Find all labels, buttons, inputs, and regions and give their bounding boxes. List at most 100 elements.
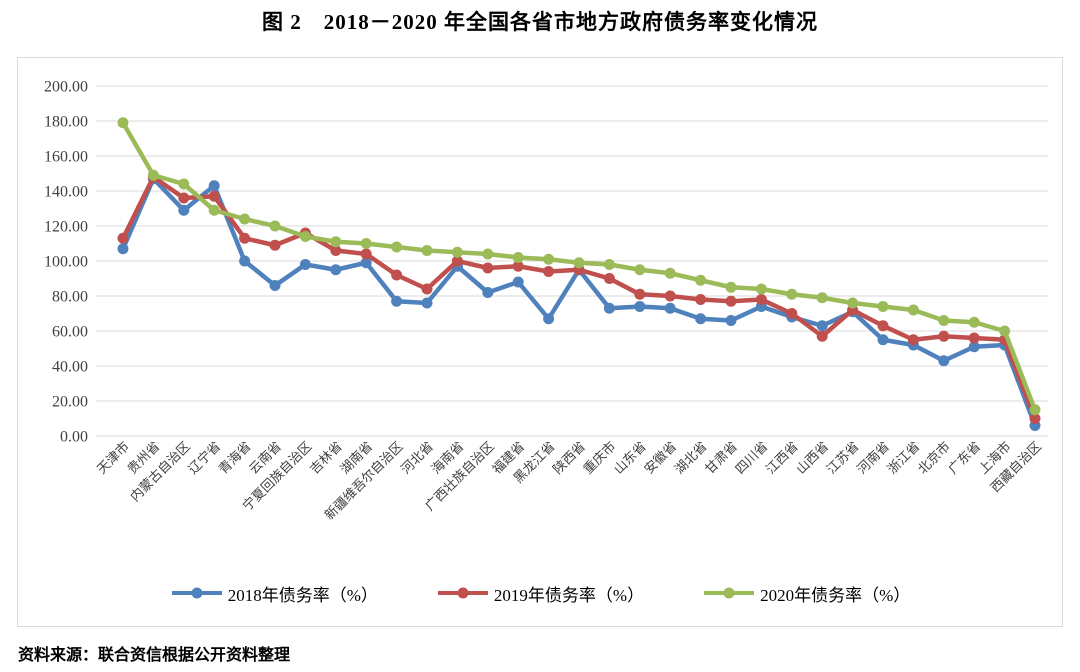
data-point-marker (907, 334, 919, 346)
data-point-marker (847, 297, 859, 309)
y-tick-label: 60.00 (52, 324, 88, 341)
y-tick-label: 80.00 (52, 289, 88, 306)
data-point-marker (786, 288, 798, 300)
data-point-marker (208, 180, 220, 192)
x-category-label: 四川省 (732, 439, 770, 477)
data-point-marker (239, 213, 251, 225)
legend-marker-2018-icon (171, 587, 222, 599)
data-point-marker (664, 290, 676, 302)
y-tick-label: 0.00 (60, 429, 88, 446)
x-category-label: 重庆市 (580, 439, 618, 477)
data-point-marker (999, 325, 1011, 337)
data-point-marker (664, 302, 676, 314)
data-point-marker (968, 341, 980, 353)
data-point-marker (938, 330, 950, 342)
legend-label-2020: 2020年债务率（%） (760, 585, 911, 605)
data-point-marker (603, 273, 615, 284)
x-category-label: 安徽省 (641, 439, 679, 477)
data-point-marker (938, 315, 950, 326)
data-point-marker (421, 283, 433, 295)
legend-marker-2020-icon (704, 587, 755, 599)
y-tick-label: 40.00 (52, 359, 88, 376)
data-point-marker (512, 252, 524, 263)
data-point-marker (725, 295, 737, 307)
x-category-label: 吉林省 (307, 439, 345, 477)
data-point-marker (634, 288, 646, 300)
data-point-marker (299, 231, 311, 242)
data-point-marker (695, 274, 707, 286)
y-tick-label: 160.00 (44, 149, 88, 166)
data-point-marker (269, 220, 281, 232)
data-point-marker (634, 301, 646, 312)
legend-item-2020: 2020年债务率（%） (702, 581, 910, 606)
data-point-marker (178, 178, 190, 190)
data-point-marker (816, 292, 828, 304)
data-point-marker (360, 257, 372, 269)
data-point-marker (482, 287, 494, 298)
data-point-marker (695, 294, 707, 305)
data-point-marker (147, 169, 159, 181)
y-tick-label: 140.00 (44, 184, 88, 201)
data-point-marker (512, 260, 524, 272)
data-point-marker (755, 283, 767, 295)
source-note: 资料来源：联合资信根据公开资料整理 (18, 647, 291, 664)
data-point-marker (482, 248, 494, 260)
x-category-label: 广东省 (945, 439, 983, 477)
y-tick-label: 20.00 (52, 394, 88, 411)
chart-area: 0.00 20.00 40.00 60.00 80.00 100.00 120.00 140.… (17, 57, 1063, 627)
data-point-marker (360, 238, 372, 249)
data-point-marker (391, 241, 403, 253)
data-point-marker (968, 316, 980, 328)
x-category-label: 青海省 (216, 439, 254, 477)
chart-title: 图 2 2018－2020 年全国各省市地方政府债务率变化情况 (262, 10, 818, 34)
x-category-label: 山西省 (793, 439, 831, 477)
legend-item-2019: 2019年债务率（%） (436, 581, 644, 606)
x-category-label: 江西省 (763, 439, 801, 477)
x-category-label: 甘肃省 (702, 439, 740, 477)
data-point-marker (208, 204, 220, 216)
data-point-marker (269, 239, 281, 251)
y-tick-label: 120.00 (44, 219, 88, 236)
data-point-marker (755, 294, 767, 305)
y-tick-label: 200.00 (44, 79, 88, 96)
x-category-label: 辽宁省 (185, 439, 223, 477)
data-point-marker (117, 117, 129, 129)
data-point-marker (451, 246, 463, 258)
data-point-marker (299, 259, 311, 270)
legend-dot (191, 587, 203, 599)
x-category-label: 江苏省 (824, 439, 862, 477)
data-point-marker (239, 255, 251, 267)
data-point-marker (573, 257, 585, 269)
x-category-label: 河北省 (398, 439, 436, 477)
data-point-marker (664, 267, 676, 279)
data-point-marker (725, 315, 737, 326)
data-point-marker (907, 304, 919, 316)
legend-label-2019: 2019年债务率（%） (493, 585, 645, 605)
data-point-marker (269, 280, 281, 291)
data-point-marker (634, 264, 646, 276)
data-point-marker (421, 297, 433, 309)
data-point-marker (512, 276, 524, 288)
data-point-marker (603, 259, 615, 270)
data-point-marker (1029, 413, 1041, 424)
x-category-label: 山东省 (611, 439, 649, 477)
data-point-marker (117, 232, 129, 244)
data-point-marker (1029, 404, 1041, 416)
line-chart-svg: 0.00 20.00 40.00 60.00 80.00 100.00 120.00 140.… (44, 79, 1048, 523)
data-point-marker (725, 281, 737, 293)
data-point-marker (391, 295, 403, 307)
data-point-marker (208, 190, 220, 202)
data-point-marker (239, 232, 251, 244)
legend-item-2018: 2018年债务率（%） (170, 581, 378, 606)
data-point-marker (451, 255, 463, 267)
data-point-marker (877, 301, 889, 312)
data-point-marker (391, 269, 403, 281)
x-category-label: 陕西省 (550, 439, 588, 477)
y-tick-label: 100.00 (44, 254, 88, 271)
data-point-marker (360, 248, 372, 260)
data-point-marker (816, 330, 828, 342)
x-category-label: 天津市 (94, 439, 132, 477)
x-category-label: 北京市 (915, 439, 953, 477)
legend-marker-2019-icon (437, 587, 488, 599)
